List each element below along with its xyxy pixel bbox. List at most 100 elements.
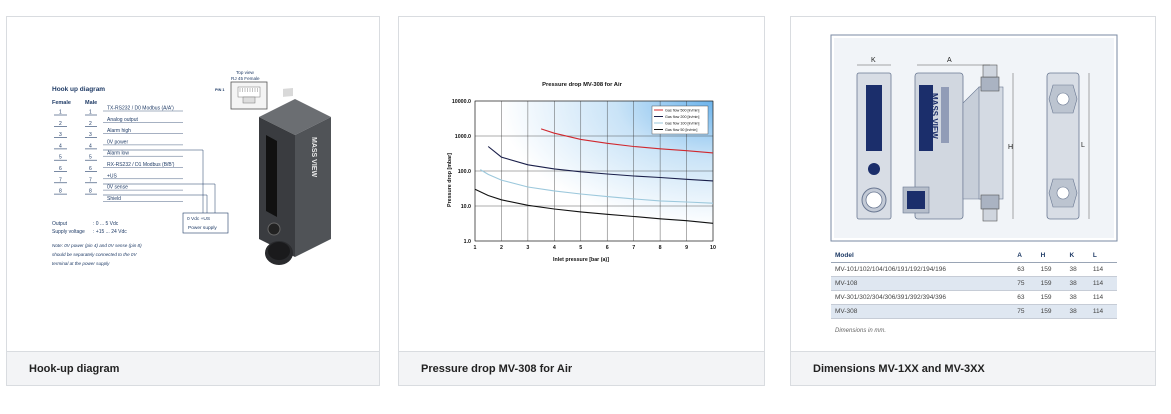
cell-k: 38 [1065, 304, 1089, 319]
note-line-3: terminal at the power supply [52, 261, 110, 266]
male-pin-1: 1 [89, 110, 92, 116]
output-value: : 0 ... 5 Vdc [93, 221, 119, 227]
male-pin-2: 2 [89, 121, 92, 127]
x-tick-label: 3 [526, 245, 529, 251]
front-view-drawing: K [856, 57, 892, 220]
signal-label: Alarm low [107, 151, 129, 157]
x-tick-labels: 1 2 3 4 5 6 7 8 9 10 [474, 245, 716, 251]
signal-label: TX-RS232 / D0 Modbus (A/A') [107, 106, 174, 112]
female-pin-2: 2 [59, 121, 62, 127]
hookup-image: Hook up diagram Female Male 1 1 2 2 3 3 4 4 5 5 6 6… [7, 17, 379, 353]
x-tick-label: 8 [659, 245, 662, 251]
chart-title: Pressure drop MV-308 for Air [542, 82, 622, 88]
note-line-2: should be separately connected to the 0V [52, 252, 137, 257]
series-line-0 [540, 128, 714, 154]
col-model: Model [831, 249, 1014, 263]
col-a: A [1013, 249, 1037, 263]
legend-entry: Gas flow 100 [ln/min] [665, 121, 699, 125]
cell-h: 159 [1036, 290, 1066, 305]
cell-model: MV-301/302/304/306/391/392/394/396 [831, 290, 1014, 305]
male-pin-7: 7 [89, 177, 92, 183]
y-tick-label: 10000.0 [452, 99, 471, 105]
device-brand-text: MASS VIEW [310, 137, 317, 177]
table-row: MV-308 75 159 38 114 [831, 304, 1117, 319]
cell-model: MV-108 [831, 276, 1014, 291]
female-pin-3: 3 [59, 132, 62, 138]
x-tick-label: 10 [710, 245, 716, 251]
output-label: Output [52, 221, 68, 227]
table-row: MV-301/302/304/306/391/392/394/396 63 15… [831, 290, 1117, 305]
y-tick-label: 1000.0 [455, 134, 471, 140]
col-h: H [1036, 249, 1066, 263]
supply-voltage-label: Supply voltage [52, 229, 85, 235]
legend-entry: Gas flow 50 [ln/min] [665, 128, 697, 132]
mass-view-device-image: MASS VIEW [259, 87, 331, 265]
cell-h: 159 [1036, 304, 1066, 319]
cell-model: MV-308 [831, 304, 1014, 319]
signal-label: RX-RS232 / D1 Modbus (B/B') [107, 162, 175, 168]
pressure-drop-card[interactable]: Pressure drop MV-308 for Air 1 2 3 4 5 6 7 8 9 10… [398, 16, 765, 386]
male-pin-3: 3 [89, 132, 92, 138]
rj45-label: RJ 45 Female [231, 76, 260, 81]
cell-k: 38 [1065, 276, 1089, 291]
chart-legend: Gas flow 500 [ln/min] Gas flow 200 [ln/mi… [651, 105, 709, 135]
signal-label: Shield [107, 196, 121, 202]
female-pin-4: 4 [59, 143, 62, 149]
pressure-drop-chart: Pressure drop MV-308 for Air 1 2 3 4 5 6 7 8 9 10… [447, 82, 716, 263]
signal-label: +US [107, 173, 118, 179]
male-pin-4: 4 [89, 143, 92, 149]
y-axis-label: Pressure drop [mbar] [447, 153, 453, 207]
dimensions-image: K MASS VIEW A H [791, 17, 1155, 353]
hookup-card[interactable]: Hook up diagram Female Male 1 1 2 2 3 3 4 4 5 5 6 6… [6, 16, 380, 386]
male-pin-8: 8 [89, 189, 92, 195]
power-supply-box [182, 212, 229, 234]
hookup-caption[interactable]: Hook-up diagram [7, 351, 379, 385]
signal-label: Analog output [107, 117, 138, 123]
female-pin-1: 1 [59, 110, 62, 116]
power-supply-label: Power supply [188, 225, 217, 231]
dim-h-label: H [1008, 144, 1013, 151]
power-supply-terminals: 0 Vdc +US [187, 216, 210, 222]
hookup-diagram: Hook up diagram Female Male 1 1 2 2 3 3 4 4 5 5 6 6… [52, 70, 331, 266]
female-pin-8: 8 [59, 189, 62, 195]
cell-a: 75 [1013, 304, 1037, 319]
col-k: K [1065, 249, 1089, 263]
series-line-2 [480, 169, 714, 204]
pressure-drop-caption[interactable]: Pressure drop MV-308 for Air [399, 351, 764, 385]
cell-l: 114 [1088, 276, 1117, 291]
dim-l-label: L [1081, 142, 1085, 149]
dimensions-drawing: K MASS VIEW A H [830, 34, 1118, 242]
cell-k: 38 [1065, 290, 1089, 305]
cell-h: 159 [1036, 262, 1066, 277]
pressure-drop-image: Pressure drop MV-308 for Air 1 2 3 4 5 6 7 8 9 10… [399, 17, 764, 353]
chart-series [474, 128, 714, 224]
table-row: MV-108 75 159 38 114 [831, 276, 1117, 291]
dimensions-table: Model A H K L MV-101/102/104/106/191/192… [831, 249, 1117, 319]
pin1-label: PIN 1 [215, 88, 225, 92]
male-label: Male [85, 100, 97, 106]
signal-label: Alarm high [107, 128, 131, 134]
female-pin-5: 5 [59, 155, 62, 161]
x-tick-label: 4 [553, 245, 556, 251]
x-axis-label: Inlet pressure [bar (a)] [553, 257, 609, 263]
x-tick-label: 1 [474, 245, 477, 251]
y-tick-label: 10.0 [461, 204, 471, 210]
y-tick-labels: 1.0 10.0 100.0 1000.0 10000.0 [452, 99, 471, 245]
x-tick-label: 9 [685, 245, 688, 251]
dim-k-label: K [871, 57, 876, 64]
y-tick-label: 1.0 [464, 239, 471, 245]
cell-k: 38 [1065, 262, 1089, 277]
dimensions-caption[interactable]: Dimensions MV-1XX and MV-3XX [791, 351, 1155, 385]
top-view-label: Top view [236, 70, 255, 75]
cell-model: MV-101/102/104/106/191/192/194/196 [831, 262, 1014, 277]
cell-h: 159 [1036, 276, 1066, 291]
signal-label: 0V power [107, 139, 128, 145]
signal-label: 0V sense [107, 185, 128, 191]
dimensions-card[interactable]: K MASS VIEW A H [790, 16, 1156, 386]
dim-device-brand: MASS VIEW [930, 93, 939, 139]
chart-grid [474, 100, 714, 242]
cell-l: 114 [1088, 262, 1117, 277]
pin-rows: 1 1 2 2 3 3 4 4 5 5 6 6 7 7 8 8 TX-RS232 / D0 Modbus (A/… [54, 106, 183, 202]
female-label: Female [52, 100, 71, 106]
legend-entry: Gas flow 500 [ln/min] [665, 108, 699, 112]
